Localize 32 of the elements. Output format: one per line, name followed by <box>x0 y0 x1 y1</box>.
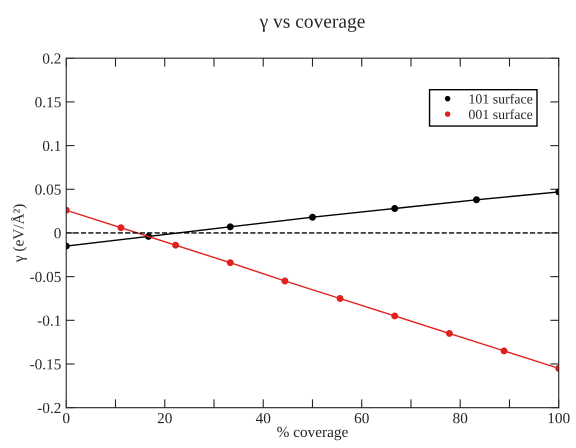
point <box>172 242 180 249</box>
point <box>446 330 453 337</box>
x-tick-label: 20 <box>158 412 172 424</box>
y-tick-label: 0.2 <box>42 53 61 64</box>
y-tick-label: -0.05 <box>30 272 61 282</box>
x-tick-label: 40 <box>256 412 270 424</box>
x-tick-label: 100 <box>548 412 570 424</box>
y-tick-label: 0 <box>54 228 61 238</box>
point <box>281 278 288 284</box>
point <box>117 224 124 232</box>
x-axis-title: % coverage <box>277 426 348 440</box>
point <box>226 259 234 266</box>
y-tick-label: -0.1 <box>38 315 60 326</box>
point <box>391 312 398 320</box>
y-tick-label: 0.15 <box>35 97 61 108</box>
point <box>309 214 316 221</box>
y-tick-label: 0.05 <box>35 184 61 195</box>
point <box>336 295 344 302</box>
point <box>473 196 480 204</box>
y-tick-label: -0.15 <box>30 359 61 370</box>
y-tick-label: 0.1 <box>42 140 60 152</box>
x-tick-label: 0 <box>63 412 70 424</box>
x-tick-label: 60 <box>354 412 369 424</box>
point <box>500 347 508 354</box>
legend-label: 001 surface <box>468 109 532 120</box>
point <box>391 205 398 212</box>
legend-label: 101 surface <box>470 94 532 104</box>
y-axis-title: γ (eV/Å²) <box>10 204 27 262</box>
chart-title: γ vs coverage <box>260 18 365 32</box>
point <box>226 223 234 230</box>
x-tick-label: 80 <box>453 412 468 424</box>
y-tick-label: -0.2 <box>38 402 61 414</box>
